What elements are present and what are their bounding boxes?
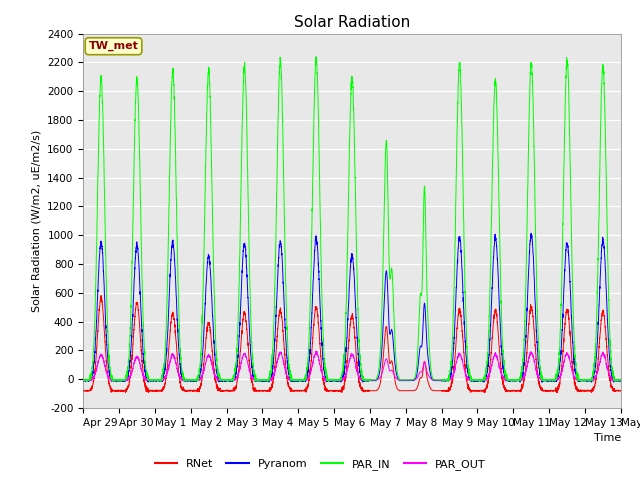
X-axis label: Time: Time xyxy=(593,433,621,443)
RNet xyxy=(616,388,624,394)
PAR_OUT xyxy=(617,377,625,383)
PAR_OUT xyxy=(313,348,321,354)
PAR_OUT xyxy=(616,377,624,383)
Legend: RNet, Pyranom, PAR_IN, PAR_OUT: RNet, Pyranom, PAR_IN, PAR_OUT xyxy=(150,455,490,474)
PAR_IN xyxy=(443,377,451,383)
Y-axis label: Solar Radiation (W/m2, uE/m2/s): Solar Radiation (W/m2, uE/m2/s) xyxy=(31,130,42,312)
Pyranom xyxy=(443,377,451,383)
PAR_IN xyxy=(473,377,481,383)
PAR_IN xyxy=(616,377,624,383)
RNet xyxy=(617,388,625,394)
Pyranom xyxy=(472,378,480,384)
Pyranom xyxy=(616,378,624,384)
Pyranom xyxy=(79,378,87,384)
Pyranom xyxy=(332,377,340,383)
Pyranom xyxy=(503,377,511,383)
Text: TW_met: TW_met xyxy=(88,41,138,51)
RNet xyxy=(97,293,105,299)
RNet xyxy=(176,380,184,386)
RNet xyxy=(332,388,340,394)
Line: RNet: RNet xyxy=(83,296,621,393)
Title: Solar Radiation: Solar Radiation xyxy=(294,15,410,30)
PAR_IN xyxy=(503,377,511,383)
PAR_OUT xyxy=(79,377,87,383)
Line: PAR_OUT: PAR_OUT xyxy=(83,351,621,381)
RNet xyxy=(443,388,451,394)
Pyranom xyxy=(527,230,535,236)
PAR_IN xyxy=(312,54,320,60)
PAR_IN xyxy=(332,377,340,383)
PAR_OUT xyxy=(473,377,481,383)
Pyranom xyxy=(176,360,184,366)
Pyranom xyxy=(617,378,625,384)
PAR_OUT xyxy=(176,374,184,380)
PAR_IN xyxy=(109,378,116,384)
PAR_IN xyxy=(617,377,625,383)
Line: PAR_IN: PAR_IN xyxy=(83,57,621,381)
RNet xyxy=(145,390,152,396)
PAR_OUT xyxy=(332,377,340,383)
Line: Pyranom: Pyranom xyxy=(83,233,621,382)
RNet xyxy=(473,388,481,394)
PAR_OUT xyxy=(443,377,451,383)
Pyranom xyxy=(359,379,367,385)
PAR_IN xyxy=(79,377,87,383)
PAR_IN xyxy=(176,341,184,347)
PAR_OUT xyxy=(503,377,511,383)
PAR_OUT xyxy=(86,378,94,384)
RNet xyxy=(79,388,87,394)
RNet xyxy=(503,388,511,394)
